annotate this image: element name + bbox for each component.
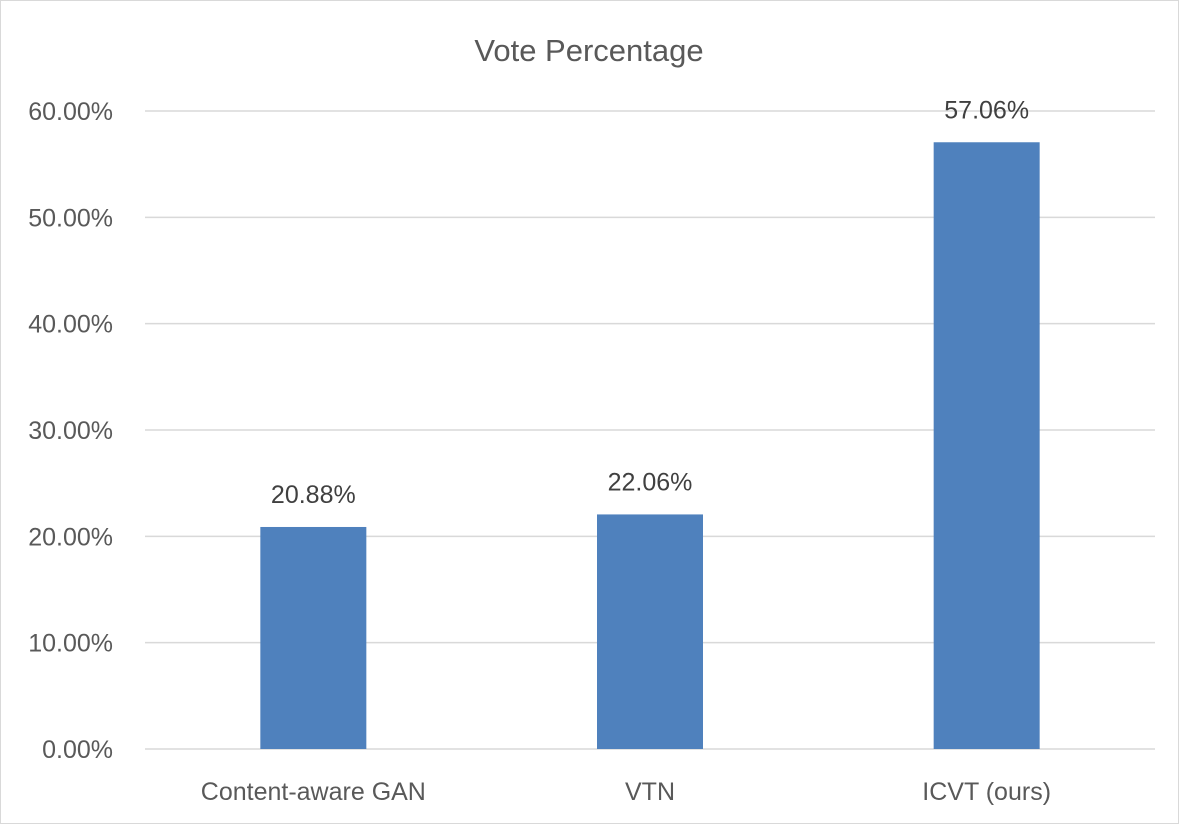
y-tick-label: 20.00% <box>28 523 113 551</box>
bars <box>260 142 1040 750</box>
bar <box>260 526 367 749</box>
x-axis-categories: Content-aware GAN VTN ICVT (ours) <box>201 778 1051 806</box>
y-axis-ticks: 0.00% 10.00% 20.00% 30.00% 40.00% 50.00% 60.00… <box>28 98 113 764</box>
data-label: 20.88% <box>271 481 356 509</box>
data-label: 57.06% <box>944 96 1029 124</box>
y-tick-label: 10.00% <box>28 630 113 658</box>
bar <box>597 514 703 749</box>
chart-title: Vote Percentage <box>474 33 703 68</box>
data-label: 22.06% <box>608 468 693 496</box>
y-tick-label: 50.00% <box>28 204 113 232</box>
bar <box>933 142 1040 750</box>
y-tick-label: 30.00% <box>28 417 113 445</box>
x-category-label: ICVT (ours) <box>922 778 1051 806</box>
x-category-label: Content-aware GAN <box>201 778 426 806</box>
y-tick-label: 60.00% <box>28 98 113 126</box>
y-tick-label: 40.00% <box>28 311 113 339</box>
y-tick-label: 0.00% <box>42 736 113 764</box>
x-category-label: VTN <box>625 778 675 806</box>
data-labels: 20.88% 22.06% 57.06% <box>271 96 1029 509</box>
